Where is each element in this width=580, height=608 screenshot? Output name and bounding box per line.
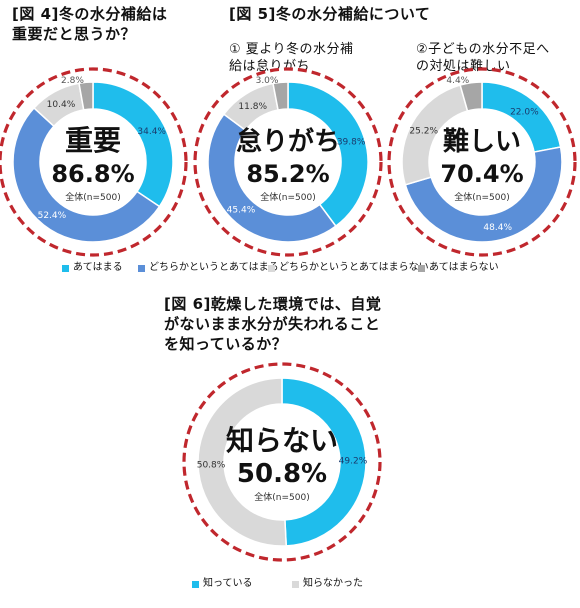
legend-label: あてはまる bbox=[73, 262, 123, 273]
title-fig4-line-1: [図 4]冬の水分補給は bbox=[12, 5, 168, 23]
legend-swatch bbox=[268, 264, 275, 272]
title-fig6-line-1: [図 6]乾燥した環境では、自覚 bbox=[164, 295, 382, 313]
fig6-center-note: 全体(n=500) bbox=[254, 491, 309, 503]
legend-swatch bbox=[292, 580, 299, 588]
fig5b-label-3: 25.2% bbox=[409, 126, 438, 136]
fig6-center-word: 知らない bbox=[226, 424, 338, 457]
legend-swatch bbox=[418, 264, 425, 272]
legend-swatch bbox=[138, 264, 145, 272]
fig5a-center-value: 85.2% bbox=[246, 160, 329, 188]
donut-chart-fig5-2: 22.0% 48.4% 25.2% 4.4% 難しい 70.4% 全体(n=500) bbox=[387, 67, 577, 257]
fig5a-label-2: 45.4% bbox=[227, 206, 256, 216]
fig6-title: [図 6]乾燥した環境では、自覚 がないまま水分が失われること を知っているか？ bbox=[164, 294, 494, 354]
legend-bottom-item-1: 知っている bbox=[192, 578, 253, 590]
legend-label: あてはまらない bbox=[429, 262, 499, 273]
fig5a-slice-2 bbox=[207, 113, 337, 243]
fig5a-slice-4 bbox=[272, 81, 289, 111]
legend-top-item-2: どちらかというとあてはまる bbox=[138, 262, 279, 274]
fig5a-label-4: 3.0% bbox=[256, 76, 279, 86]
fig4-label-2: 52.4% bbox=[38, 211, 67, 221]
legend-top-item-1: あてはまる bbox=[62, 262, 123, 274]
fig4-title: [図 4]冬の水分補給は 重要だと思うか？ bbox=[12, 4, 212, 44]
fig5b-label-1: 22.0% bbox=[510, 107, 539, 117]
donut-chart-fig4: 34.4% 52.4% 10.4% 2.8% 重要 86.8% 全体(n=500) bbox=[0, 67, 188, 257]
fig5b-center-disc bbox=[430, 110, 534, 214]
fig5a-highlight-dash bbox=[193, 67, 383, 257]
legend-label: 知らなかった bbox=[303, 578, 363, 589]
fig6-slice-1 bbox=[281, 377, 367, 547]
fig5b-center-word: 難しい bbox=[443, 127, 521, 157]
fig5a-center-note: 全体(n=500) bbox=[260, 191, 315, 203]
legend-swatch bbox=[62, 264, 69, 272]
fig5b-slice-2 bbox=[404, 146, 563, 243]
fig5a-label-3: 11.8% bbox=[238, 102, 267, 112]
fig5b-slice-4 bbox=[459, 81, 483, 112]
legend-label: どちらかというとあてはまる bbox=[149, 262, 279, 273]
fig4-label-1: 34.4% bbox=[137, 127, 166, 137]
fig5a-label-1: 39.8% bbox=[337, 138, 366, 148]
fig4-slice-4 bbox=[78, 81, 94, 111]
legend-top-item-3: どちらかというとあてはまらない bbox=[268, 262, 429, 274]
fig4-center-value: 86.8% bbox=[51, 160, 134, 188]
sub-fig5-1-line-1: ① 夏より冬の水分補 bbox=[229, 42, 354, 57]
fig6-label-1: 49.2% bbox=[339, 457, 368, 467]
sub-fig5-2-line-1: ②子どもの水分不足へ bbox=[416, 42, 550, 57]
fig5b-label-4: 4.4% bbox=[446, 76, 469, 86]
title-fig4-line-2: 重要だと思うか？ bbox=[12, 25, 137, 43]
title-fig6-line-3: を知っているか？ bbox=[164, 335, 288, 353]
fig6-highlight-dash bbox=[182, 362, 382, 562]
fig6-slice-2 bbox=[197, 377, 288, 547]
title-fig6-line-2: がないまま水分が失われること bbox=[164, 315, 381, 333]
fig5b-center-value: 70.4% bbox=[440, 160, 523, 188]
fig4-slice-2 bbox=[12, 106, 161, 243]
fig6-center-disc bbox=[225, 405, 339, 519]
fig5b-center-note: 全体(n=500) bbox=[454, 191, 509, 203]
fig5a-center-word: 怠りがち bbox=[236, 126, 340, 157]
fig4-label-3: 10.4% bbox=[47, 100, 76, 110]
fig6-center-value: 50.8% bbox=[237, 459, 327, 489]
legend-bottom-item-2: 知らなかった bbox=[292, 578, 363, 590]
fig5a-center-disc bbox=[236, 110, 340, 214]
fig5a-slice-1 bbox=[287, 81, 369, 228]
fig5-title: [図 5]冬の水分補給について bbox=[229, 5, 431, 23]
fig4-center-word: 重要 bbox=[65, 124, 121, 157]
fig5b-highlight-dash bbox=[387, 67, 577, 257]
fig4-slice-1 bbox=[92, 81, 174, 208]
legend-swatch bbox=[192, 580, 199, 588]
fig4-label-4: 2.8% bbox=[61, 76, 84, 86]
fig4-center-disc bbox=[41, 110, 145, 214]
fig5b-label-2: 48.4% bbox=[483, 223, 512, 233]
fig6-label-2: 50.8% bbox=[197, 460, 226, 470]
legend-label: どちらかというとあてはまらない bbox=[279, 262, 429, 273]
fig4-highlight-dash bbox=[0, 67, 188, 257]
legend-label: 知っている bbox=[203, 578, 253, 589]
donut-chart-fig5-1: 39.8% 45.4% 11.8% 3.0% 怠りがち 85.2% 全体(n=500) bbox=[193, 67, 383, 257]
fig4-center-note: 全体(n=500) bbox=[65, 191, 120, 203]
legend-top-item-4: あてはまらない bbox=[418, 262, 499, 274]
